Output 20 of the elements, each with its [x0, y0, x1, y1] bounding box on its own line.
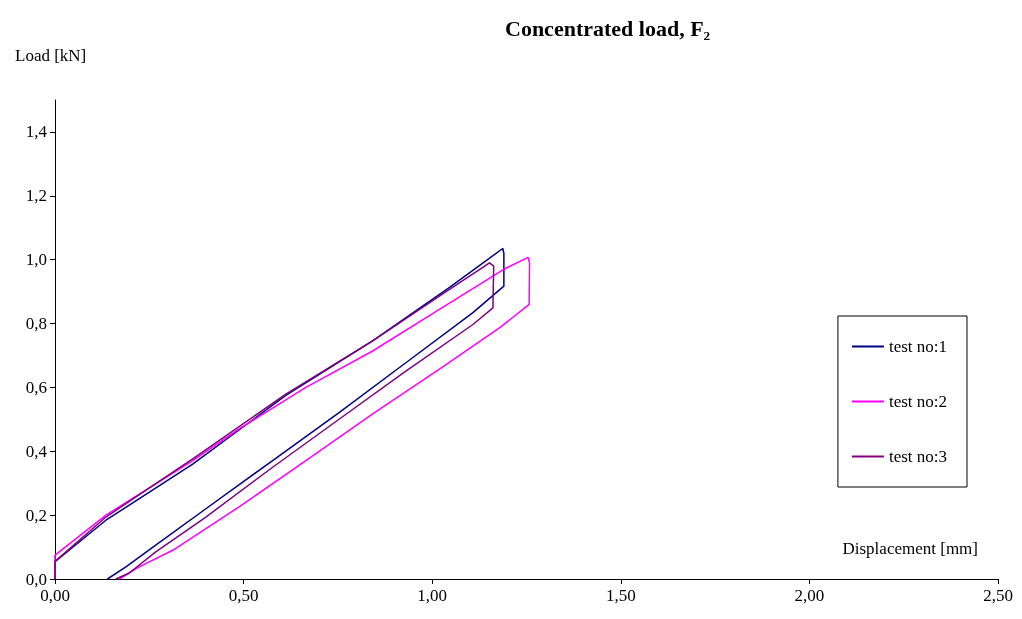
x-axis-title: Displacement [mm]: [842, 539, 978, 558]
x-tick-label: 2,00: [794, 586, 825, 605]
y-tick-label: 0,0: [25, 569, 47, 589]
x-tick-label: 1,00: [417, 586, 448, 605]
chart-title: Concentrated load, F₂: [505, 15, 711, 41]
y-tick-label: 0,6: [25, 377, 47, 397]
x-tick-label: 0,00: [40, 586, 70, 605]
legend-label: test no:2: [888, 392, 948, 411]
y-tick-label: 1,4: [25, 122, 48, 142]
x-tick-label: 1,50: [605, 586, 636, 605]
y-axis-title: Load [kN]: [15, 46, 87, 65]
x-tick-label: 2,50: [983, 586, 1013, 605]
legend-label: test no:1: [888, 337, 948, 356]
y-tick-label: 1,2: [25, 186, 47, 206]
y-tick-label: 0,2: [25, 505, 47, 525]
y-tick-label: 0,4: [25, 441, 48, 461]
legend-label: test no:3: [888, 447, 948, 466]
y-tick-label: 0,8: [25, 314, 47, 334]
y-tick-label: 1,0: [25, 250, 47, 270]
x-tick-label: 0,50: [228, 586, 259, 605]
